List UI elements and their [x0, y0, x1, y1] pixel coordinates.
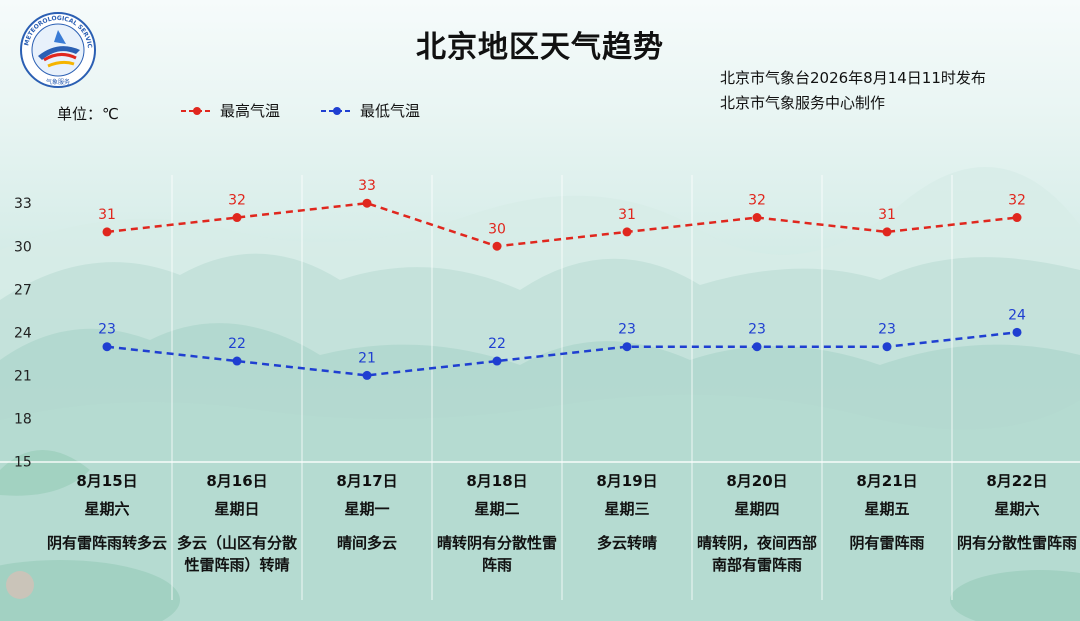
day-date: 8月18日: [466, 472, 528, 490]
low-temp-label: 24: [1008, 307, 1026, 323]
day-weather: 阴有雷阵雨: [849, 534, 925, 552]
forecast-day-6: 8月20日星期四晴转阴，夜间西部南部有雷阵雨: [692, 470, 822, 576]
high-temp-point: [882, 227, 892, 237]
low-temp-label: 23: [98, 322, 116, 338]
high-temp-point: [102, 227, 112, 237]
day-date: 8月20日: [726, 472, 788, 490]
high-temp-label: 31: [618, 207, 636, 223]
high-temp-label: 32: [1008, 193, 1026, 209]
high-temp-point: [232, 213, 242, 223]
day-date: 8月17日: [336, 472, 398, 490]
day-weekday: 星期四: [734, 500, 780, 518]
y-tick-label: 15: [14, 455, 32, 471]
y-tick-label: 21: [14, 368, 32, 384]
legend-high: 最高气温: [180, 100, 280, 121]
low-temp-point: [362, 370, 372, 380]
day-weather: 晴转阴有分散性雷阵雨: [436, 534, 557, 574]
day-date: 8月21日: [856, 472, 918, 490]
day-weather: 阴有雷阵雨转多云: [46, 534, 167, 552]
low-temp-label: 23: [878, 322, 896, 338]
low-temp-point: [882, 342, 892, 352]
forecast-day-8: 8月22日星期六阴有分散性雷阵雨: [952, 470, 1080, 554]
day-weekday: 星期三: [604, 500, 650, 518]
unit-label: 单位：℃: [57, 105, 119, 123]
low-temp-line: [106, 331, 1018, 377]
meteorological-service-logo: METEOROLOGICAL SERVICE 气象服务: [18, 10, 96, 88]
low-temp-label: 23: [748, 322, 766, 338]
forecast-day-4: 8月18日星期二晴转阴有分散性雷阵雨: [432, 470, 562, 576]
low-temp-point: [622, 342, 632, 352]
low-temp-point: [752, 342, 762, 352]
high-temp-label: 32: [748, 193, 766, 209]
logo-subtext: 气象服务: [46, 78, 70, 86]
high-temp-label: 31: [878, 207, 896, 223]
low-temp-point: [492, 356, 502, 366]
day-weather: 多云转晴: [596, 534, 657, 552]
forecast-day-7: 8月21日星期五阴有雷阵雨: [822, 470, 952, 554]
page-title: 北京地区天气趋势: [416, 30, 664, 65]
legend-low: 最低气温: [320, 100, 420, 121]
day-weekday: 星期一: [344, 500, 390, 518]
low-temp-point: [1012, 327, 1022, 337]
day-weekday: 星期二: [474, 500, 520, 518]
day-weekday: 星期六: [994, 500, 1040, 518]
y-tick-label: 33: [14, 196, 32, 212]
legend-high-marker: [181, 106, 213, 115]
y-tick-label: 24: [14, 325, 32, 341]
forecast-day-5: 8月19日星期三多云转晴: [562, 470, 692, 554]
y-tick-label: 30: [14, 239, 32, 255]
low-temp-label: 21: [358, 350, 376, 366]
high-temp-point: [492, 241, 502, 251]
low-temp-label: 22: [228, 336, 246, 352]
legend-low-label: 最低气温: [360, 102, 421, 120]
y-tick-label: 27: [14, 282, 32, 298]
low-temp-label: 22: [488, 336, 506, 352]
publisher-info: 北京市气象台2026年8月14日11时发布 北京市气象服务中心制作: [720, 66, 986, 116]
day-weekday: 星期日: [214, 500, 260, 518]
high-temp-label: 32: [228, 193, 246, 209]
high-temp-label: 31: [98, 207, 116, 223]
forecast-day-3: 8月17日星期一晴间多云: [302, 470, 432, 554]
day-weather: 阴有分散性雷阵雨: [956, 534, 1077, 552]
y-tick-label: 18: [14, 411, 32, 427]
publisher-line-1: 北京市气象台2026年8月14日11时发布: [720, 69, 986, 87]
day-date: 8月19日: [596, 472, 658, 490]
publisher-line-2: 北京市气象服务中心制作: [720, 94, 886, 112]
forecast-day-2: 8月16日星期日多云（山区有分散性雷阵雨）转晴: [172, 470, 302, 576]
forecast-day-1: 8月15日星期六阴有雷阵雨转多云: [42, 470, 172, 554]
legend-low-marker: [321, 106, 353, 115]
day-date: 8月22日: [986, 472, 1048, 490]
day-weekday: 星期六: [84, 500, 130, 518]
day-weekday: 星期五: [864, 500, 910, 518]
high-temp-label: 33: [358, 178, 376, 194]
legend-high-label: 最高气温: [220, 102, 281, 120]
low-temp-label: 23: [618, 322, 636, 338]
high-temp-line: [106, 201, 1018, 248]
high-temp-point: [622, 227, 632, 237]
day-date: 8月16日: [206, 472, 268, 490]
day-date: 8月15日: [76, 472, 138, 490]
high-temp-point: [752, 213, 762, 223]
high-temp-label: 30: [488, 221, 506, 237]
low-temp-point: [232, 356, 242, 366]
high-temp-point: [362, 198, 372, 208]
low-temp-point: [102, 342, 112, 352]
day-weather: 晴间多云: [336, 534, 397, 552]
day-weather: 晴转阴，夜间西部南部有雷阵雨: [696, 534, 817, 574]
day-weather: 多云（山区有分散性雷阵雨）转晴: [176, 534, 297, 574]
high-temp-point: [1012, 213, 1022, 223]
